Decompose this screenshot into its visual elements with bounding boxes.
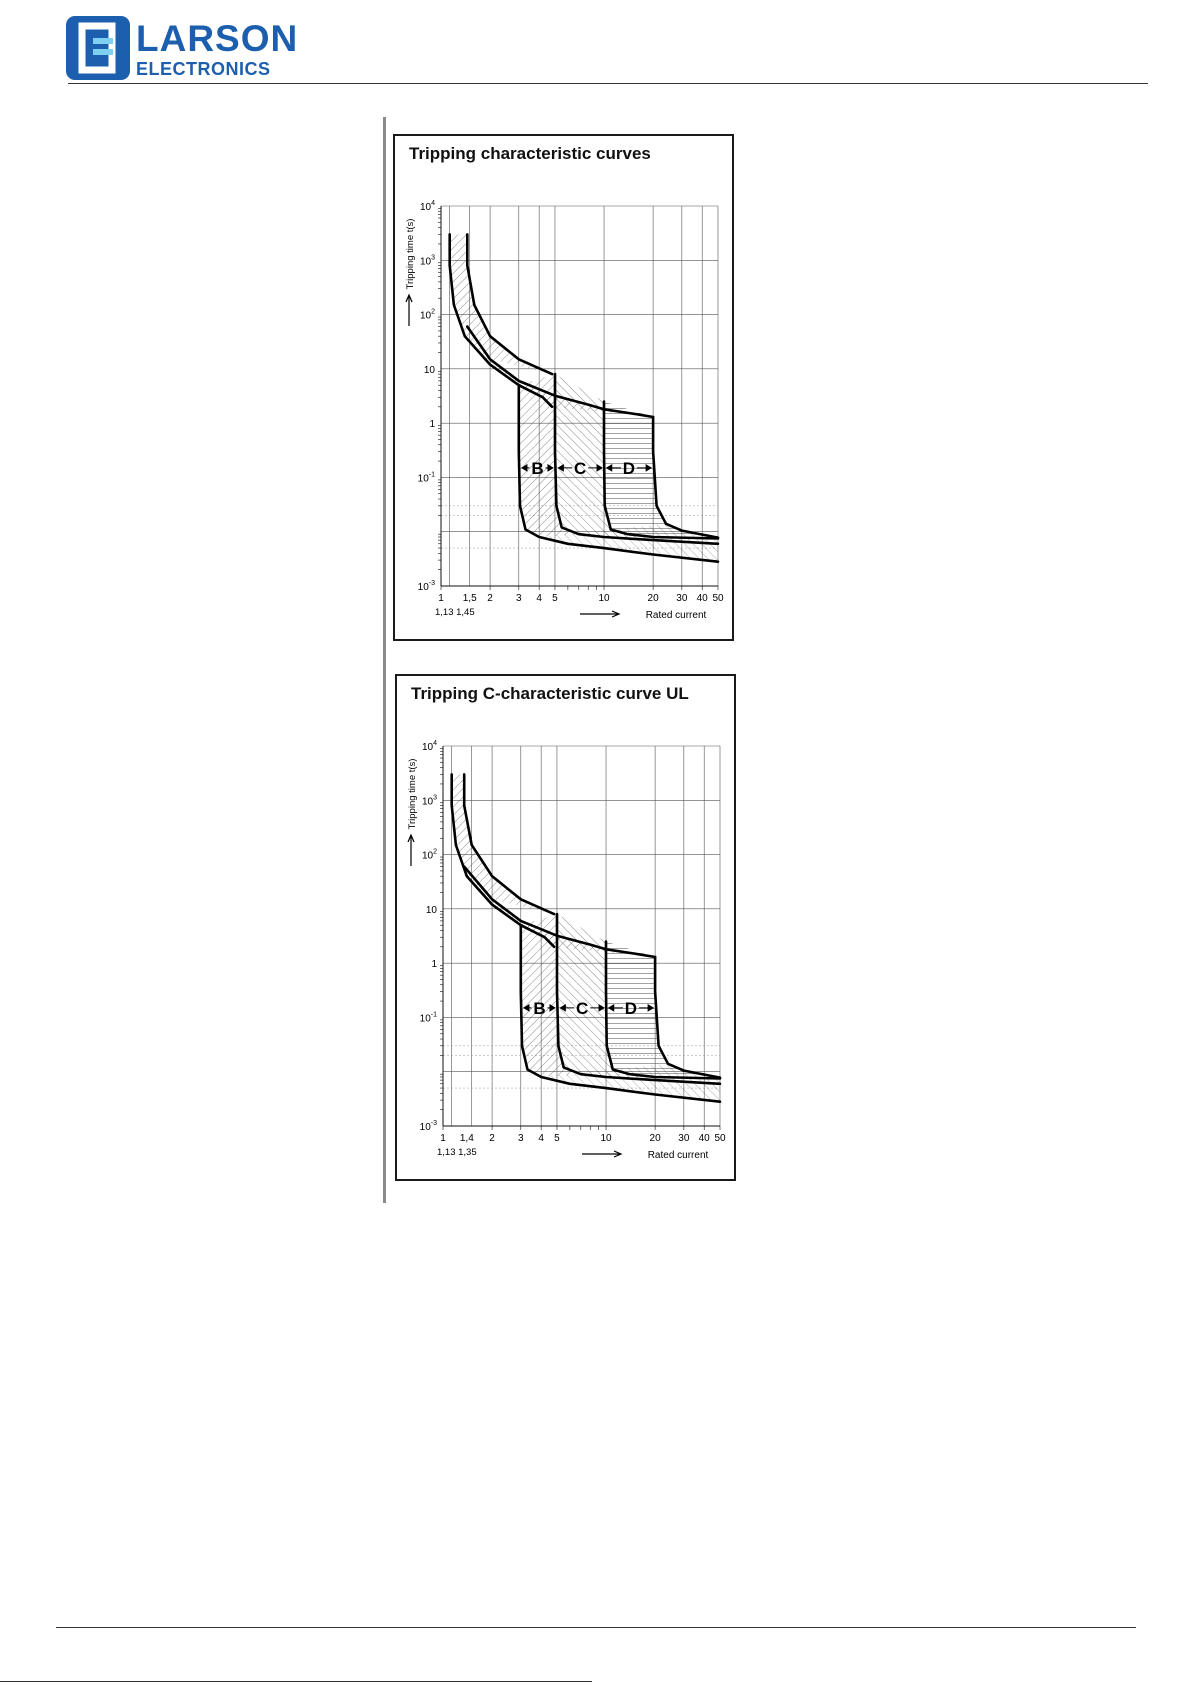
- series-curve-2: [462, 865, 657, 959]
- x-tick-label: 1: [440, 1133, 446, 1144]
- series-curve-6: [653, 955, 722, 1079]
- series-curve-3: [519, 923, 722, 1103]
- region-arrow: [607, 1003, 655, 1012]
- x-axis-arrow: [582, 1150, 623, 1158]
- chart-panel-1: Tripping characteristic curves B C D 104 103…: [393, 134, 734, 641]
- x-tick-label: 50: [712, 593, 724, 604]
- region-d: [604, 401, 718, 539]
- column-divider: [383, 117, 386, 1203]
- x-axis-title: Rated current: [648, 1150, 709, 1161]
- series-curve-1: [466, 233, 554, 376]
- x-tick-label: 4: [536, 593, 542, 604]
- region-label-d: D: [623, 459, 635, 478]
- y-tick-label: 1: [429, 419, 435, 430]
- region-d: [606, 941, 720, 1079]
- x-tick-label: 20: [648, 593, 660, 604]
- x-tick-label: 40: [699, 1133, 711, 1144]
- x-axis-arrow: [580, 610, 621, 618]
- logo-subtitle: ELECTRONICS: [136, 59, 271, 79]
- y-tick-label: 10: [424, 365, 436, 376]
- series-curve-5: [602, 400, 720, 540]
- series-curve-4: [553, 372, 720, 546]
- series-curve-0: [450, 773, 556, 949]
- y-axis-arrow: [405, 293, 413, 326]
- x-tick-label: 3: [518, 1133, 524, 1144]
- y-axis-arrow: [407, 833, 415, 866]
- y-tick-label: 104: [420, 200, 435, 213]
- x-tick-label: 20: [650, 1133, 662, 1144]
- larson-logo: LARSON ELECTRONICS: [66, 16, 306, 80]
- region-arrow: [557, 463, 604, 472]
- series-curve-0: [448, 233, 554, 409]
- x-tick-label: 40: [697, 593, 709, 604]
- y-tick-label: 10: [426, 905, 438, 916]
- x-tick-label: 10: [600, 1133, 612, 1144]
- logo-title: LARSON: [136, 18, 299, 59]
- x-tick-label: 2: [487, 593, 493, 604]
- y-tick-label: 102: [420, 309, 435, 322]
- region-arrow: [559, 1003, 606, 1012]
- y-tick-label: 10-1: [418, 471, 435, 484]
- y-axis-title: Tripping time t(s): [407, 759, 418, 830]
- x-tick-label: 1,5: [463, 593, 477, 604]
- x-tick-label: 5: [554, 1133, 560, 1144]
- y-tick-label: 103: [420, 254, 435, 267]
- x-tick-label: 2: [489, 1133, 495, 1144]
- y-tick-label: 10-1: [420, 1011, 437, 1024]
- region-instant-band: [541, 1063, 720, 1102]
- region-arrow: [522, 1003, 556, 1012]
- y-tick-label: 104: [422, 740, 437, 753]
- region-label-c: C: [574, 459, 586, 478]
- y-tick-label: 10-3: [418, 580, 435, 593]
- x-tick-label: 10: [598, 593, 610, 604]
- x-axis-title: Rated current: [646, 610, 707, 621]
- series-curve-3: [517, 383, 720, 563]
- page-bottom-line: [0, 1681, 592, 1682]
- y-tick-label: 10-3: [420, 1120, 437, 1133]
- y-tick-label: 1: [431, 959, 437, 970]
- x-tick-label: 4: [538, 1133, 544, 1144]
- chart-title: Tripping characteristic curves: [409, 144, 651, 163]
- x-tick-label: 50: [714, 1133, 726, 1144]
- x-tick-label-lower: 1,13 1,35: [437, 1147, 477, 1158]
- footer-divider: [56, 1627, 1136, 1628]
- series-curve-1: [462, 773, 556, 916]
- region-b: [518, 374, 579, 537]
- x-tick-label: 30: [678, 1133, 690, 1144]
- chart-title: Tripping C-characteristic curve UL: [411, 684, 689, 703]
- x-tick-label: 5: [552, 593, 558, 604]
- series-curve-2: [466, 325, 655, 419]
- region-label-b: B: [533, 999, 545, 1018]
- region-b: [520, 914, 581, 1077]
- y-axis-title: Tripping time t(s): [405, 219, 416, 290]
- larson-logo-icon: [66, 16, 130, 80]
- series-curve-5: [604, 940, 722, 1080]
- x-tick-label: 1,4: [460, 1133, 474, 1144]
- region-label-b: B: [531, 459, 543, 478]
- x-tick-label: 1: [438, 593, 444, 604]
- region-instant-band: [539, 523, 718, 562]
- header-divider: [68, 83, 1148, 84]
- chart-panel-2: Tripping C-characteristic curve UL B C D 10…: [395, 674, 736, 1181]
- series-curve-4: [555, 912, 722, 1086]
- region-label-d: D: [625, 999, 637, 1018]
- x-tick-label: 30: [676, 593, 688, 604]
- region-label-c: C: [576, 999, 588, 1018]
- y-tick-label: 103: [422, 794, 437, 807]
- x-tick-label-lower: 1,13 1,45: [435, 607, 475, 618]
- region-arrow: [520, 463, 554, 472]
- x-tick-label: 3: [516, 593, 522, 604]
- y-tick-label: 102: [422, 849, 437, 862]
- series-curve-6: [651, 415, 720, 539]
- region-arrow: [605, 463, 653, 472]
